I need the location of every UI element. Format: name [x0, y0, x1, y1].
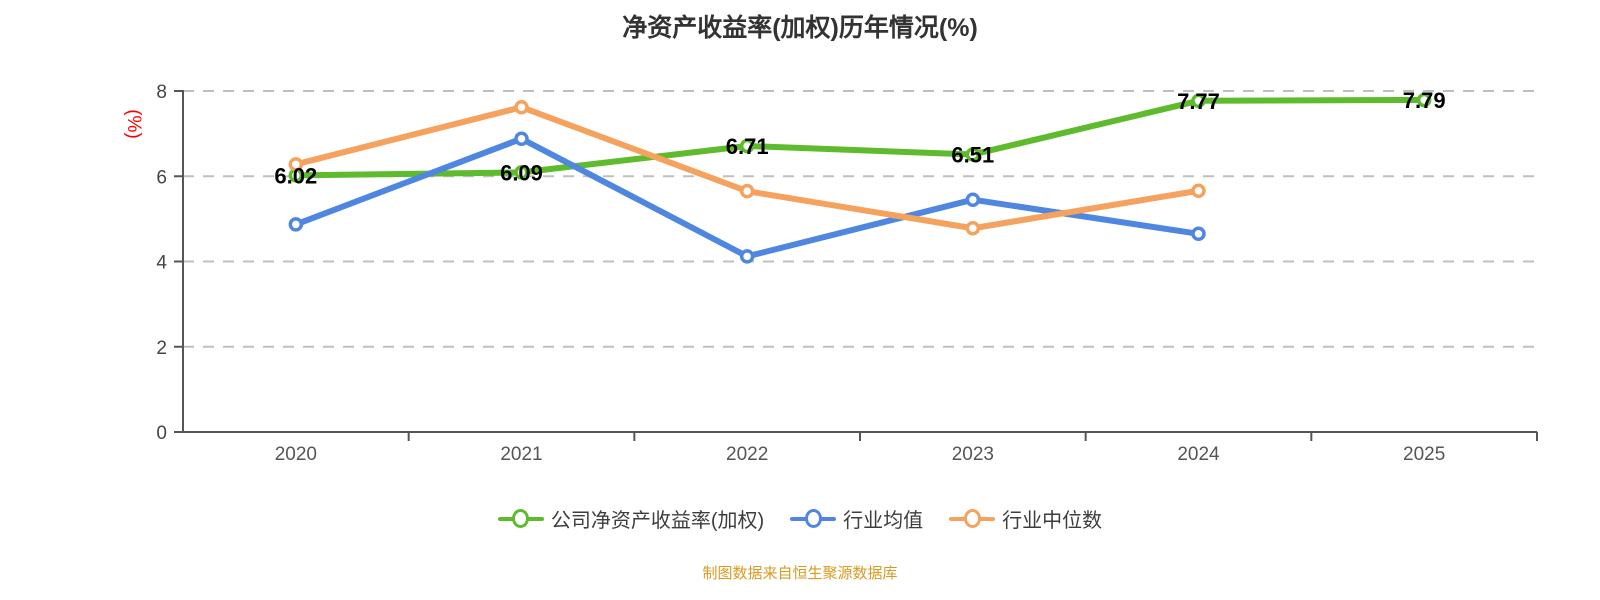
data-point-marker: [288, 157, 304, 172]
data-point-marker: [965, 192, 981, 207]
data-point-marker: [739, 138, 755, 154]
data-point-marker: [739, 249, 755, 264]
legend-dot-icon: [512, 509, 530, 528]
data-point-marker: [514, 165, 529, 180]
footer-source-note: 制图数据来自恒生聚源数据库: [702, 565, 898, 582]
legend-marker-icon: [790, 507, 837, 531]
data-point-marker: [739, 183, 755, 199]
data-point-marker: [514, 99, 529, 115]
legend-item-industry_mean[interactable]: 行业均值: [790, 504, 923, 533]
series-line: [292, 104, 1202, 232]
chart-legend: 公司净资产收益率(加权) 行业均值 行业中位数: [0, 504, 1600, 533]
legend-dot-icon: [963, 509, 981, 528]
data-point-label: 7.79: [1403, 88, 1446, 113]
series-line: [292, 96, 1428, 179]
legend-dot-icon: [804, 509, 822, 528]
x-tick-label-2024: 2024: [1177, 444, 1220, 465]
data-point-labels: 6.02 6.09 6.71 6.51 7.77 7.79: [274, 88, 1445, 188]
data-point-marker: [965, 221, 981, 236]
x-tick-label-2023: 2023: [952, 444, 994, 465]
legend-item-company[interactable]: 公司净资产收益率(加权): [497, 504, 765, 533]
legend-item-industry_median[interactable]: 行业中位数: [949, 504, 1102, 533]
data-point-label: 6.51: [951, 143, 994, 168]
legend-label: 公司净资产收益率(加权): [550, 510, 765, 532]
data-point-label: 6.71: [726, 134, 769, 159]
y-tick-label: 2: [156, 338, 167, 359]
legend-marker-icon: [497, 507, 544, 531]
x-tick-label-2021: 2021: [500, 444, 542, 465]
x-tick-label-2020: 2020: [275, 444, 317, 465]
legend-label: 行业均值: [843, 510, 924, 532]
y-tick-label: 4: [156, 253, 167, 274]
y-axis-tick-labels: 0 2 4 6 8: [156, 82, 183, 444]
y-axis-unit-label: (%): [123, 109, 144, 139]
data-point-label: 6.09: [500, 160, 543, 185]
data-point-label: 7.77: [1177, 89, 1220, 114]
legend-marker-icon: [949, 507, 996, 531]
data-series: [288, 92, 1432, 264]
data-point-marker: [1416, 92, 1432, 108]
data-point-marker: [514, 131, 529, 146]
data-point-label: 6.02: [274, 163, 317, 188]
y-tick-label: 6: [156, 167, 167, 188]
gridlines: [183, 90, 1537, 348]
y-axis-unit-text: (%): [123, 109, 144, 139]
data-point-marker: [965, 147, 981, 162]
y-tick-label: 8: [156, 82, 167, 103]
legend-label: 行业中位数: [1002, 510, 1103, 532]
data-point-marker: [1191, 183, 1206, 198]
y-tick-label: 0: [156, 423, 167, 444]
chart-title: 净资产收益率(加权)历年情况(%): [622, 14, 978, 42]
data-point-marker: [288, 217, 304, 232]
data-point-marker: [1191, 93, 1206, 109]
x-tick-label-2025: 2025: [1403, 444, 1445, 465]
x-tick-label-2022: 2022: [726, 444, 768, 465]
x-axis-tick-labels: 2020 2021 2022 2023 2024 2025: [275, 432, 1445, 465]
data-point-marker: [1191, 226, 1206, 242]
